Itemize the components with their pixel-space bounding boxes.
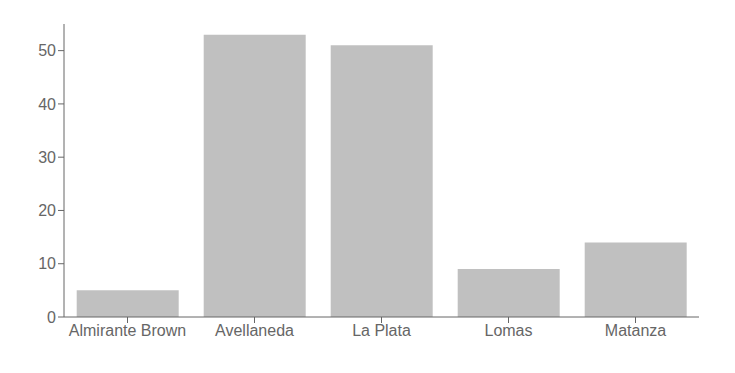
svg-text:Lomas: Lomas bbox=[484, 322, 532, 339]
svg-text:20: 20 bbox=[38, 202, 56, 219]
svg-text:30: 30 bbox=[38, 149, 56, 166]
svg-text:40: 40 bbox=[38, 96, 56, 113]
svg-text:Almirante Brown: Almirante Brown bbox=[69, 322, 186, 339]
svg-text:0: 0 bbox=[47, 309, 56, 326]
svg-text:Avellaneda: Avellaneda bbox=[215, 322, 294, 339]
svg-text:10: 10 bbox=[38, 255, 56, 272]
svg-text:50: 50 bbox=[38, 42, 56, 59]
svg-text:La Plata: La Plata bbox=[352, 322, 411, 339]
svg-text:Matanza: Matanza bbox=[605, 322, 666, 339]
